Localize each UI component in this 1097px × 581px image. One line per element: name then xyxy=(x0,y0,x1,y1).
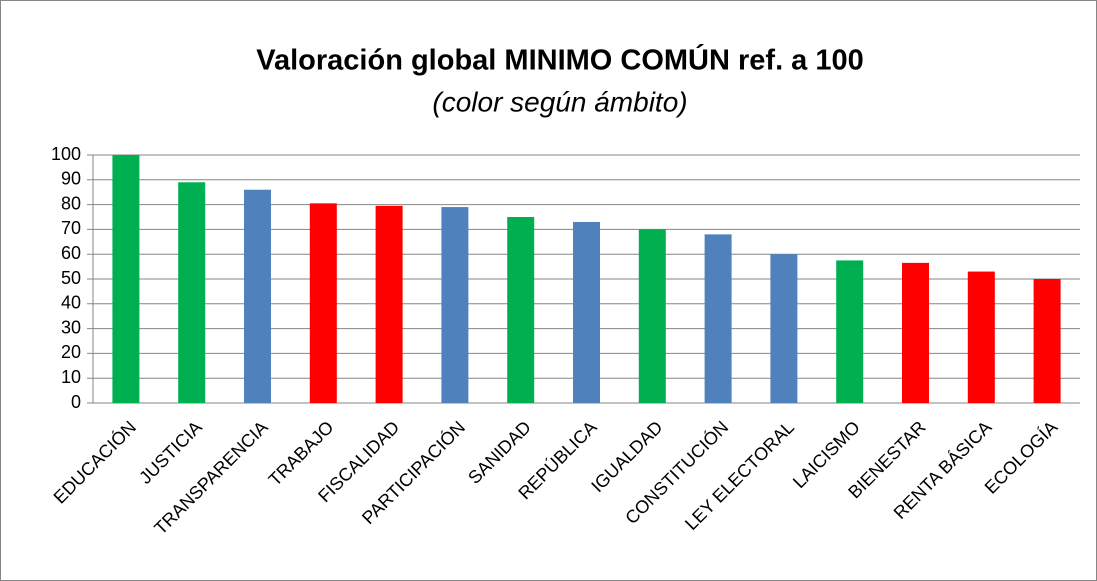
y-tick-label: 90 xyxy=(61,169,81,189)
bar xyxy=(178,182,206,403)
bar xyxy=(573,221,600,403)
y-tick-label: 40 xyxy=(61,293,81,313)
bar xyxy=(112,155,140,403)
bar xyxy=(967,271,995,403)
y-tick-label: 80 xyxy=(61,193,81,213)
chart-subtitle: (color según ámbito) xyxy=(432,86,687,117)
bar xyxy=(770,254,798,403)
bar xyxy=(441,207,469,403)
y-tick-label: 60 xyxy=(61,243,81,263)
y-tick-label: 30 xyxy=(61,317,81,337)
bar xyxy=(638,229,666,403)
y-tick-label: 0 xyxy=(71,392,81,412)
bar xyxy=(309,203,337,403)
bar xyxy=(375,205,403,403)
y-tick-label: 70 xyxy=(61,218,81,238)
y-tick-label: 10 xyxy=(61,367,81,387)
y-tick-label: 100 xyxy=(51,144,81,164)
bar xyxy=(507,217,535,403)
bar xyxy=(1033,279,1061,403)
bar xyxy=(244,189,271,403)
bar xyxy=(836,260,864,403)
y-tick-label: 50 xyxy=(61,268,81,288)
bar xyxy=(902,262,929,403)
bar xyxy=(704,234,732,403)
y-tick-label: 20 xyxy=(61,342,81,362)
chart-title: Valoración global MINIMO COMÚN ref. a 10… xyxy=(256,43,864,77)
